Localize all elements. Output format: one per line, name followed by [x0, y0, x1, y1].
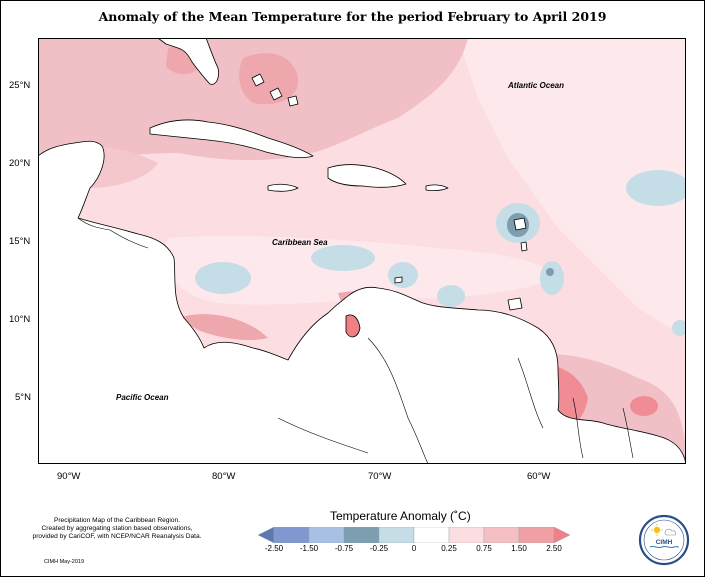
label-atlantic-ocean: Atlantic Ocean — [507, 81, 564, 90]
footer-line-1: Precipitation Map of the Caribbean Regio… — [53, 517, 181, 524]
lat-tick-10n: 10°N — [9, 314, 31, 325]
colorbar-segment — [483, 527, 520, 543]
footer-credits: Precipitation Map of the Caribbean Regio… — [12, 517, 222, 541]
land-hispaniola — [327, 164, 407, 188]
legend-label: 0 — [411, 544, 417, 553]
cold-core-barbados — [546, 268, 554, 276]
lat-tick-5n: 5°N — [15, 392, 31, 403]
anomaly-bahamas-hot — [239, 53, 299, 105]
legend-label: -0.25 — [369, 544, 389, 553]
colorbar-segment — [518, 527, 555, 543]
legend-label: -2.50 — [264, 544, 284, 553]
border-honduras — [109, 229, 149, 249]
cloud-icon — [664, 528, 677, 536]
lat-tick-25n: 25°N — [9, 80, 31, 91]
land-bahamas-3 — [287, 95, 299, 107]
cool-patch-west — [195, 262, 251, 294]
cool-patch-aruba — [388, 262, 418, 288]
land-jamaica — [267, 183, 299, 192]
anomaly-french-guiana-hot — [630, 396, 658, 416]
border-suriname-guiana — [622, 407, 634, 459]
lon-tick-90w: 90°W — [57, 471, 81, 482]
cool-patch-east — [626, 170, 686, 206]
legend-label: 0.25 — [441, 544, 457, 553]
map-panel: Atlantic Ocean Caribbean Sea Pacific Oce… — [38, 38, 686, 464]
cool-patch-far-east — [672, 320, 686, 336]
lon-tick-80w: 80°W — [212, 471, 236, 482]
land-cuba — [149, 119, 314, 159]
land-bahamas-2 — [269, 87, 283, 101]
lat-tick-15n: 15°N — [9, 236, 31, 247]
land-guadeloupe — [513, 217, 527, 231]
cimh-logo: CIMH — [638, 514, 690, 566]
anomaly-central-light — [165, 236, 558, 305]
colorbar-segment — [413, 527, 450, 543]
legend-colorbar — [258, 527, 570, 543]
border-guyana-suriname — [572, 397, 584, 459]
legend-title: Temperature Anomaly (˚C) — [330, 509, 471, 523]
colorbar-segment — [273, 527, 310, 543]
border-colombia-peru — [277, 417, 369, 454]
land-puerto-rico — [425, 184, 449, 191]
colorbar-segment — [343, 527, 380, 543]
legend-label: -0.75 — [334, 544, 354, 553]
label-pacific-ocean: Pacific Ocean — [116, 393, 169, 402]
footer-line-3: provided by CariCOF, with NCEP/NCAR Rean… — [32, 533, 202, 540]
colorbar-segment — [448, 527, 485, 543]
map-border — [38, 38, 686, 464]
wave-icon — [649, 545, 680, 549]
lat-tick-20n: 20°N — [9, 158, 31, 169]
cool-patch-barbados — [540, 261, 564, 295]
land-florida — [157, 38, 219, 85]
border-colombia-venezuela — [367, 337, 429, 464]
colorbar-segment — [258, 527, 275, 543]
land-trinidad — [507, 297, 523, 311]
border-guatemala — [77, 217, 111, 231]
footer-line-2: Created by aggregating station based obs… — [41, 525, 193, 532]
land-central-america — [38, 140, 686, 464]
border-venezuela-guyana — [517, 357, 544, 429]
anomaly-north-band — [38, 38, 468, 173]
legend-label: 2.50 — [546, 544, 562, 553]
colorbar-segment — [553, 527, 570, 543]
legend-label: -1.50 — [299, 544, 319, 553]
lon-tick-70w: 70°W — [368, 471, 392, 482]
map-title: Anomaly of the Mean Temperature for the … — [98, 9, 607, 24]
legend-label: 1.50 — [511, 544, 527, 553]
cool-patch-central — [311, 245, 375, 271]
lon-tick-60w: 60°W — [527, 471, 551, 482]
anomaly-panama-warm — [178, 314, 268, 341]
cool-patch-trinidad-n — [437, 285, 465, 307]
legend-label: 0.75 — [476, 544, 492, 553]
land-martinique — [520, 241, 528, 252]
logo-text: CIMH — [656, 539, 673, 546]
land-bahamas-1 — [251, 73, 265, 87]
footer-date: CIMH May-2019 — [44, 559, 85, 565]
land-aruba — [394, 276, 403, 284]
colorbar-segment — [308, 527, 345, 543]
anomaly-light-east — [458, 38, 686, 338]
label-caribbean-sea: Caribbean Sea — [272, 238, 328, 247]
lake-maracaibo — [345, 314, 361, 338]
sun-icon — [653, 526, 661, 534]
colorbar-segment — [378, 527, 415, 543]
